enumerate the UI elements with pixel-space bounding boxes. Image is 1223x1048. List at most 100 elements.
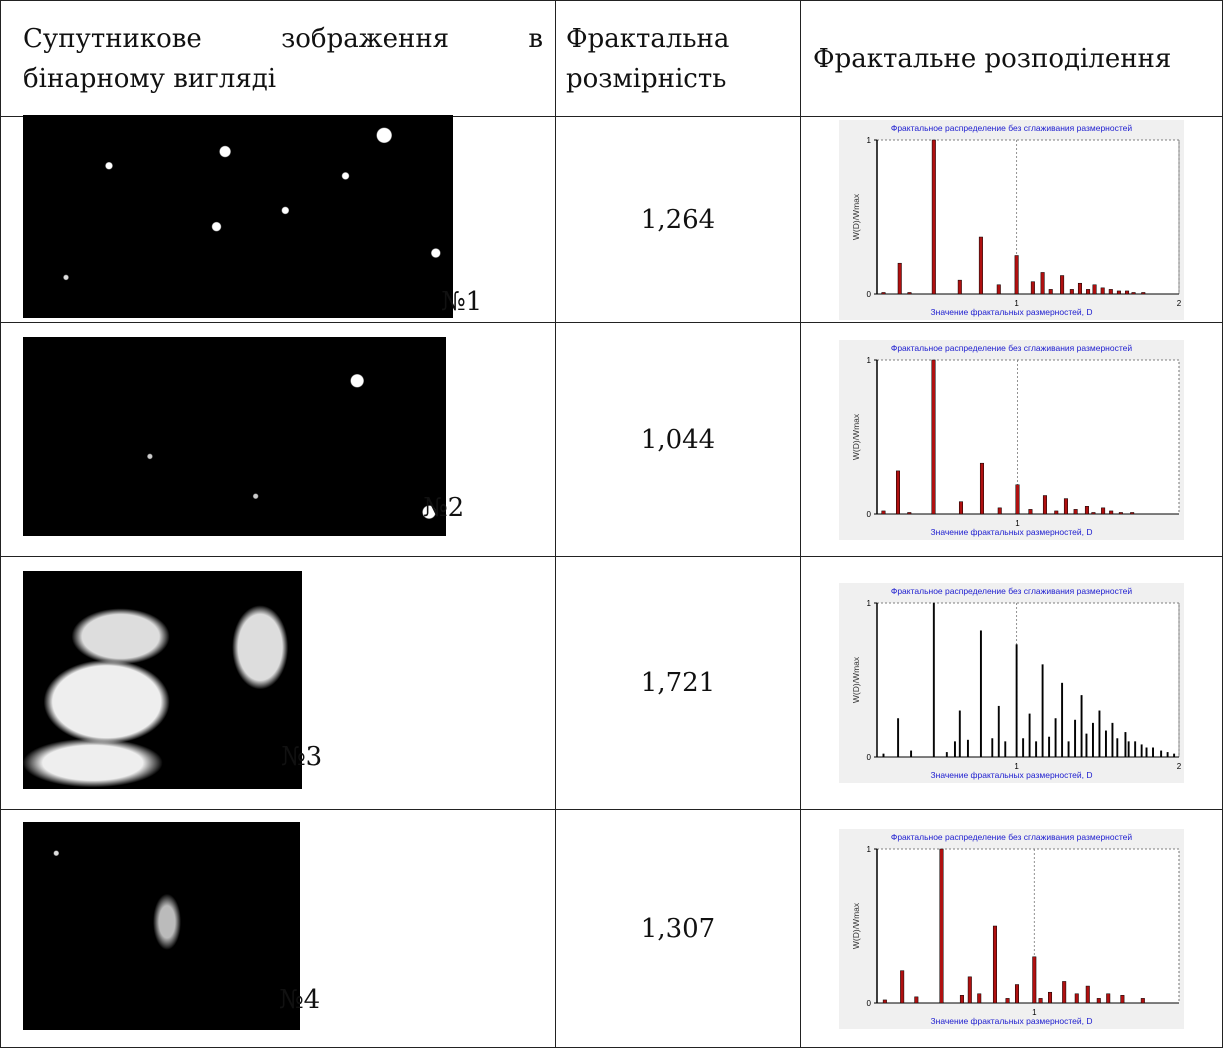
bar	[997, 705, 1000, 758]
bar	[945, 752, 948, 758]
bar	[1085, 733, 1088, 758]
bar	[1124, 732, 1127, 758]
bar	[1032, 956, 1037, 1003]
y-axis-label: W(D)/Wmax	[851, 902, 861, 949]
bar	[1028, 508, 1033, 514]
bar	[1130, 511, 1135, 514]
bar	[1118, 511, 1123, 514]
bar	[1074, 719, 1077, 758]
y-tick-label: 0	[867, 753, 872, 762]
satellite-image	[23, 821, 300, 1030]
bar	[1060, 274, 1065, 294]
bar	[1166, 752, 1169, 758]
chart-title: Фрактальное распределение без сглаживани…	[891, 832, 1133, 842]
bar	[900, 969, 905, 1003]
bar	[1120, 994, 1125, 1003]
bar	[1140, 997, 1145, 1003]
bar	[1028, 713, 1031, 758]
table-row: №1 1,264 Фрактальное распределение без сгл…	[0, 115, 1223, 323]
bar	[996, 284, 1001, 294]
bar	[1041, 664, 1044, 758]
bar	[1098, 710, 1101, 758]
bar	[931, 139, 936, 294]
table-row: №2 1,044 Фрактальное распределение без сгл…	[0, 322, 1223, 557]
bar	[895, 470, 900, 514]
bar	[992, 925, 997, 1003]
header-cell: Фрактальна розмірність	[555, 0, 801, 117]
x-axis-label: Значение фрактальных размерностей, D	[930, 527, 1092, 537]
bar	[958, 500, 963, 514]
bar	[1062, 980, 1067, 1003]
bar	[1108, 288, 1113, 294]
y-tick-label: 1	[867, 845, 872, 854]
bar	[1086, 288, 1091, 294]
bar	[1116, 290, 1121, 294]
bar	[1127, 741, 1130, 758]
bar	[1069, 288, 1074, 294]
bar	[1104, 730, 1107, 758]
bar	[1054, 718, 1057, 758]
bar	[1111, 722, 1114, 758]
y-tick-label: 0	[867, 510, 872, 519]
image-number: №3	[281, 742, 323, 772]
x-tick-label: 1	[1032, 1008, 1037, 1017]
x-axis-label: Значение фрактальных размерностей, D	[930, 770, 1092, 780]
x-tick-label: 1	[1015, 519, 1020, 528]
bar	[1125, 290, 1130, 294]
x-tick-label: 1	[1014, 762, 1019, 771]
bar	[1022, 738, 1025, 758]
bar	[1091, 511, 1096, 514]
fractal-dimension: 1,264	[555, 116, 801, 323]
image-cell: №3	[0, 556, 556, 810]
table-row: №3 1,721 Фрактальное распределение без сгл…	[0, 556, 1223, 810]
bar	[897, 262, 902, 294]
bar	[897, 718, 900, 758]
satellite-image	[23, 337, 446, 536]
bar	[997, 507, 1002, 514]
plot-area	[876, 139, 1180, 294]
x-tick-label: 2	[1177, 762, 1182, 771]
satellite-image	[23, 115, 453, 318]
y-tick-label: 1	[867, 599, 872, 608]
bar	[1140, 744, 1143, 758]
header-cell: Фрактальне розподілення	[800, 0, 1223, 117]
image-cell: №4	[0, 809, 556, 1048]
bar	[977, 993, 982, 1003]
fractal-chart: Фрактальное распределение без сглаживани…	[839, 119, 1184, 320]
bar	[1048, 288, 1053, 294]
bar	[1096, 997, 1101, 1003]
chart-title: Фрактальное распределение без сглаживани…	[891, 586, 1133, 596]
bar	[1141, 291, 1146, 294]
bar	[1030, 280, 1035, 294]
bar	[957, 279, 962, 294]
bar	[1091, 722, 1094, 758]
bar	[881, 510, 886, 514]
bar	[1145, 747, 1148, 758]
bar	[978, 236, 983, 294]
bar	[979, 630, 982, 758]
bar	[1085, 985, 1090, 1003]
y-tick-label: 0	[867, 999, 872, 1008]
fractal-chart: Фрактальное распределение без сглаживани…	[839, 583, 1184, 783]
bar	[882, 753, 885, 758]
image-cell: №2	[0, 322, 556, 557]
fractal-chart: Фрактальное распределение без сглаживани…	[839, 828, 1184, 1029]
bar	[939, 848, 944, 1003]
plot-area	[876, 848, 1180, 1003]
bar	[1048, 736, 1051, 758]
plot-area	[876, 602, 1180, 758]
bar	[932, 602, 935, 758]
image-number: №2	[423, 493, 465, 523]
chart-cell: Фрактальное распределение без сглаживани…	[800, 322, 1223, 557]
bar	[1109, 510, 1114, 514]
bar	[1048, 991, 1053, 1003]
bar	[1067, 741, 1070, 758]
bar	[1152, 747, 1154, 758]
bar	[959, 994, 964, 1003]
y-axis-label: W(D)/Wmax	[851, 193, 861, 240]
y-axis-label: W(D)/Wmax	[851, 656, 861, 703]
bar	[1063, 497, 1068, 514]
bar	[1061, 682, 1064, 758]
